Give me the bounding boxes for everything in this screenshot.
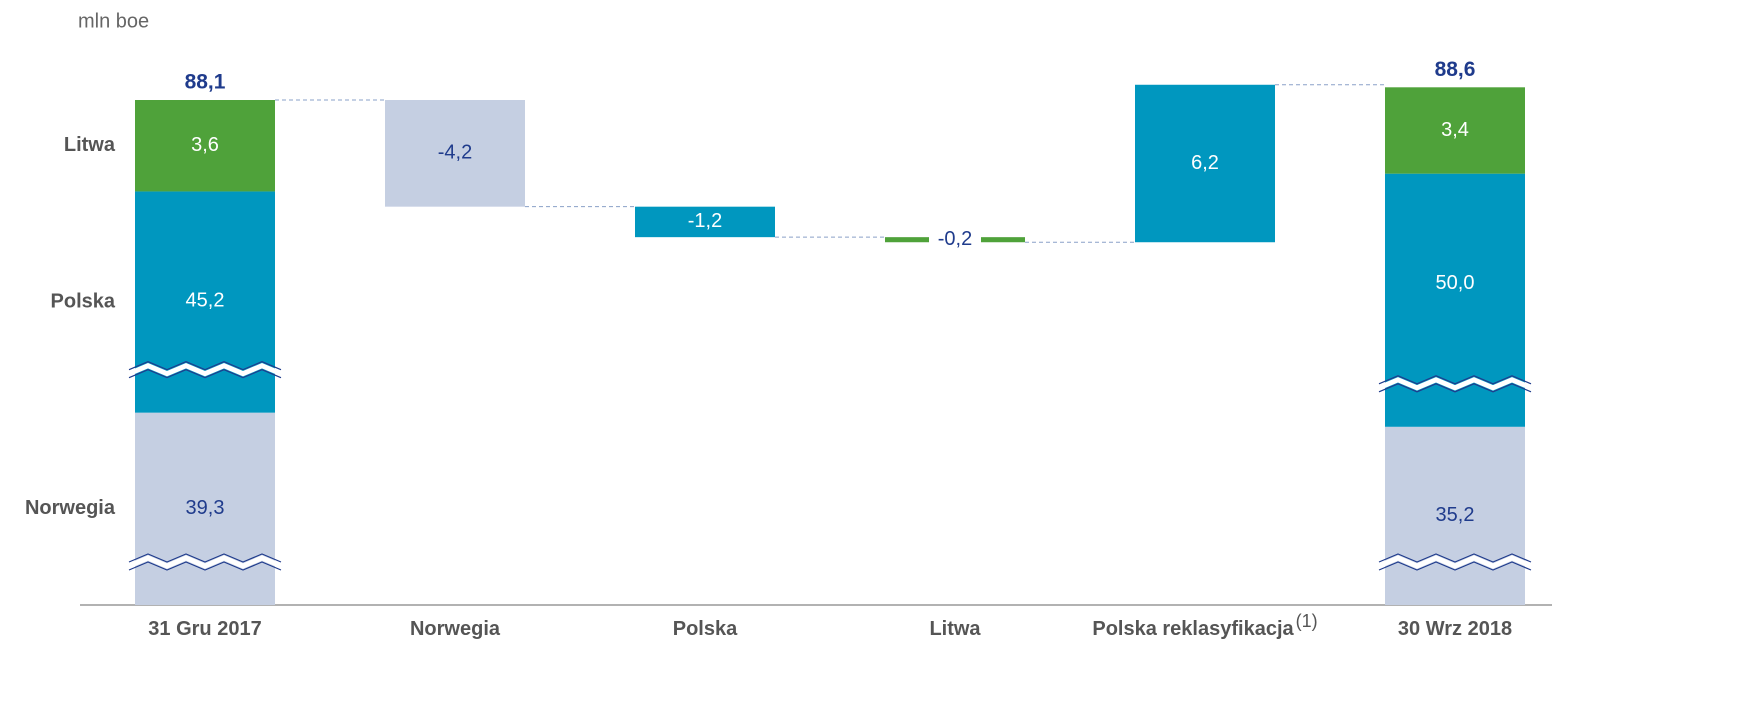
bar [385, 100, 525, 207]
axis-break-line [128, 369, 282, 379]
x-tick-label: Litwa [929, 618, 981, 640]
label-bg [929, 226, 981, 253]
bar [635, 206, 775, 238]
value-label: 3,4 [1441, 119, 1469, 141]
x-tick-label: Polska reklasyfikacja (1) [1092, 611, 1317, 641]
axis-break-line [128, 361, 282, 371]
axis-break [128, 362, 282, 377]
x-tick-label: 30 Wrz 2018 [1398, 618, 1512, 640]
bar-segment [135, 100, 275, 192]
category-name: Litwa [929, 618, 981, 640]
value-label: 3,6 [191, 134, 219, 156]
bar-segment [1385, 426, 1525, 605]
x-tick-label: Norwegia [410, 618, 501, 640]
x-tick-label: 31 Gru 2017 [148, 618, 261, 640]
category-name: Polska [673, 618, 738, 640]
row-label: Polska [51, 290, 116, 312]
axis-break-line [1378, 561, 1532, 571]
total-label: 88,6 [1435, 58, 1476, 81]
category-name: Polska reklasyfikacja [1092, 618, 1294, 640]
x-tick-label: Polska [673, 618, 738, 640]
category-name: 31 Gru 2017 [148, 618, 261, 640]
value-label: 50,0 [1436, 272, 1475, 294]
axis-break [1378, 377, 1532, 391]
bar [1135, 84, 1275, 243]
axis-break-line [1378, 375, 1532, 385]
category-name: Norwegia [410, 618, 501, 640]
footnote-mark: (1) [1296, 611, 1318, 631]
axis-break-line [1378, 383, 1532, 393]
value-label: -1,2 [688, 210, 722, 232]
value-label: 6,2 [1191, 152, 1219, 174]
bar-segment [135, 412, 275, 605]
axis-break-line [128, 561, 282, 571]
value-label: 35,2 [1436, 504, 1475, 526]
axis-break [1378, 555, 1532, 569]
value-label: 39,3 [186, 497, 225, 519]
value-label: -0,2 [938, 228, 972, 250]
value-label: 45,2 [186, 290, 225, 312]
value-label: -4,2 [438, 142, 472, 164]
row-label: Norwegia [25, 497, 116, 519]
axis-break-line [128, 553, 282, 563]
axis-break [128, 555, 282, 569]
bar-segment [1385, 87, 1525, 174]
category-name: 30 Wrz 2018 [1398, 618, 1512, 640]
axis-break-line [1378, 553, 1532, 563]
unit-label: mln boe [78, 10, 149, 32]
total-label: 88,1 [185, 71, 226, 94]
row-label: Litwa [64, 134, 116, 156]
